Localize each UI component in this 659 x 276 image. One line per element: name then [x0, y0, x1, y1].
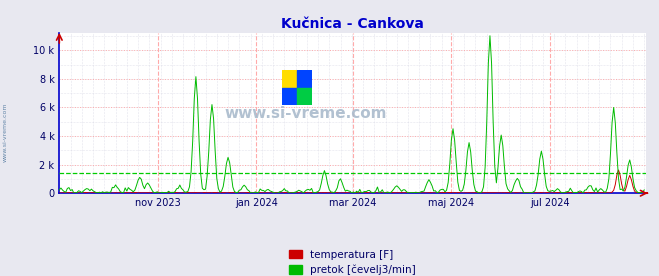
- Legend: temperatura [F], pretok [čevelj3/min]: temperatura [F], pretok [čevelj3/min]: [289, 250, 416, 275]
- Text: www.si-vreme.com: www.si-vreme.com: [3, 103, 8, 162]
- Title: Kučnica - Cankova: Kučnica - Cankova: [281, 17, 424, 31]
- Text: www.si-vreme.com: www.si-vreme.com: [225, 106, 387, 121]
